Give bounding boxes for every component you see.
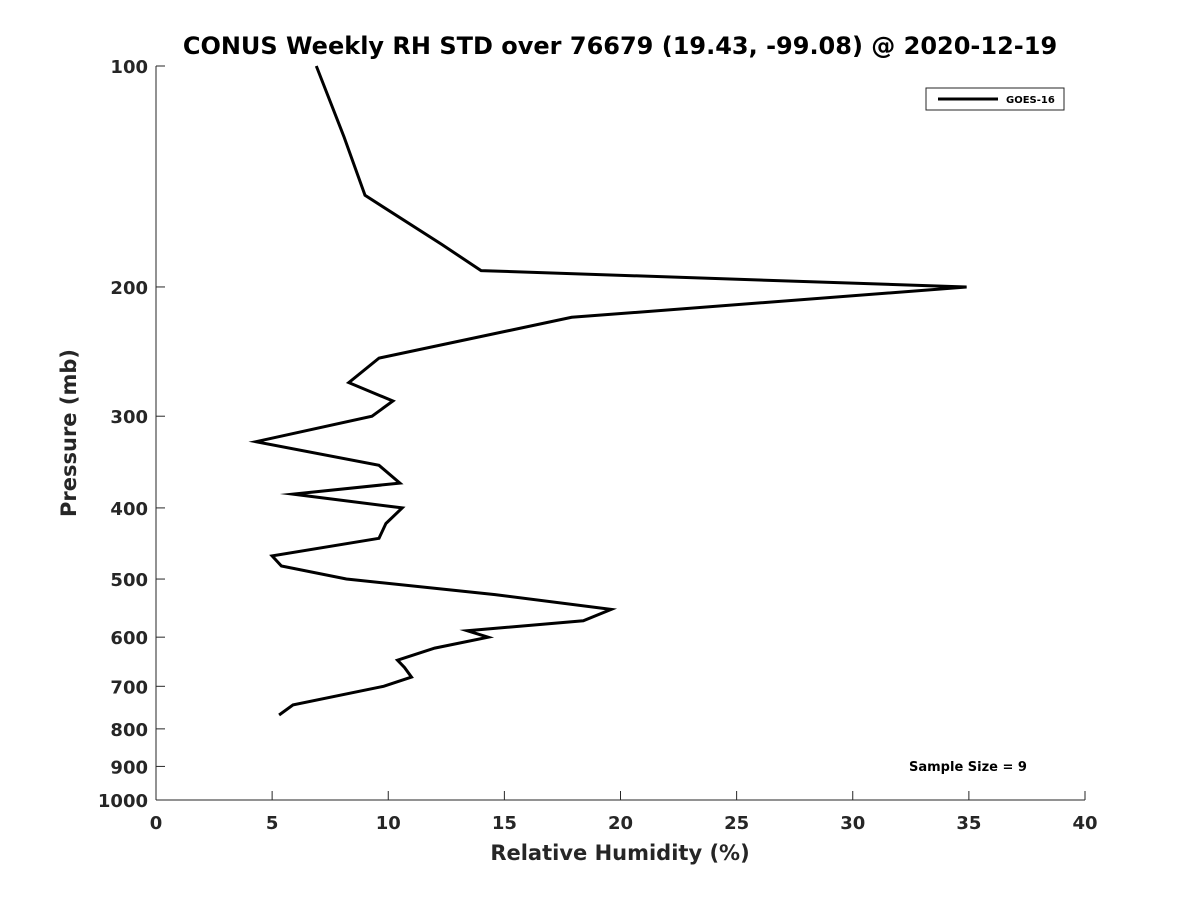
y-tick-label: 300 bbox=[110, 407, 148, 428]
series-line-goes-16 bbox=[248, 65, 967, 717]
y-tick-label: 600 bbox=[110, 628, 148, 649]
y-tick-label: 200 bbox=[110, 278, 148, 299]
x-tick-label: 10 bbox=[376, 813, 401, 834]
x-tick-label: 40 bbox=[1072, 813, 1097, 834]
x-tick-label: 35 bbox=[956, 813, 981, 834]
x-ticks: 0 5 10 15 20 25 30 35 40 bbox=[150, 791, 1098, 834]
sample-size-annotation: Sample Size = 9 bbox=[909, 760, 1027, 775]
x-tick-label: 15 bbox=[492, 813, 517, 834]
y-tick-label: 900 bbox=[110, 757, 148, 778]
x-tick-label: 30 bbox=[840, 813, 865, 834]
y-tick-label: 500 bbox=[110, 570, 148, 591]
y-tick-label: 800 bbox=[110, 720, 148, 741]
series-layer bbox=[248, 65, 967, 717]
x-tick-label: 20 bbox=[608, 813, 633, 834]
y-tick-label: 400 bbox=[110, 499, 148, 520]
y-tick-label: 1000 bbox=[98, 791, 148, 812]
x-tick-label: 25 bbox=[724, 813, 749, 834]
y-ticks: 100 200 300 400 500 600 700 800 900 1000 bbox=[98, 57, 165, 812]
y-tick-label: 700 bbox=[110, 677, 148, 698]
chart-title: CONUS Weekly RH STD over 76679 (19.43, -… bbox=[183, 32, 1057, 60]
legend: GOES-16 bbox=[925, 87, 1065, 111]
x-axis-label: Relative Humidity (%) bbox=[490, 841, 749, 865]
y-axis-label: Pressure (mb) bbox=[57, 349, 81, 517]
y-tick-label: 100 bbox=[110, 57, 148, 78]
x-tick-label: 0 bbox=[150, 813, 163, 834]
legend-label-goes-16: GOES-16 bbox=[1006, 95, 1055, 106]
x-tick-label: 5 bbox=[266, 813, 279, 834]
